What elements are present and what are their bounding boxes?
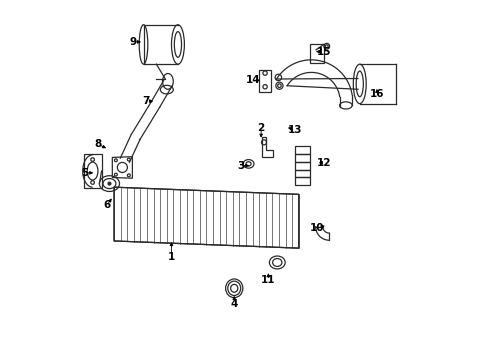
- Text: 13: 13: [288, 125, 302, 135]
- Text: 15: 15: [317, 46, 331, 57]
- Polygon shape: [114, 187, 299, 248]
- Text: 6: 6: [103, 200, 111, 210]
- Text: 3: 3: [238, 161, 245, 171]
- Text: 8: 8: [95, 139, 101, 149]
- Text: 16: 16: [370, 89, 384, 99]
- Text: 11: 11: [261, 275, 275, 285]
- Text: 14: 14: [245, 75, 260, 85]
- Text: 2: 2: [258, 123, 265, 133]
- Text: 9: 9: [129, 37, 137, 47]
- Text: 12: 12: [317, 158, 331, 168]
- Ellipse shape: [108, 182, 111, 185]
- Text: 5: 5: [81, 168, 88, 178]
- Text: 1: 1: [168, 252, 175, 262]
- Text: 7: 7: [143, 96, 150, 106]
- Text: 10: 10: [310, 224, 324, 233]
- Text: 4: 4: [231, 299, 238, 309]
